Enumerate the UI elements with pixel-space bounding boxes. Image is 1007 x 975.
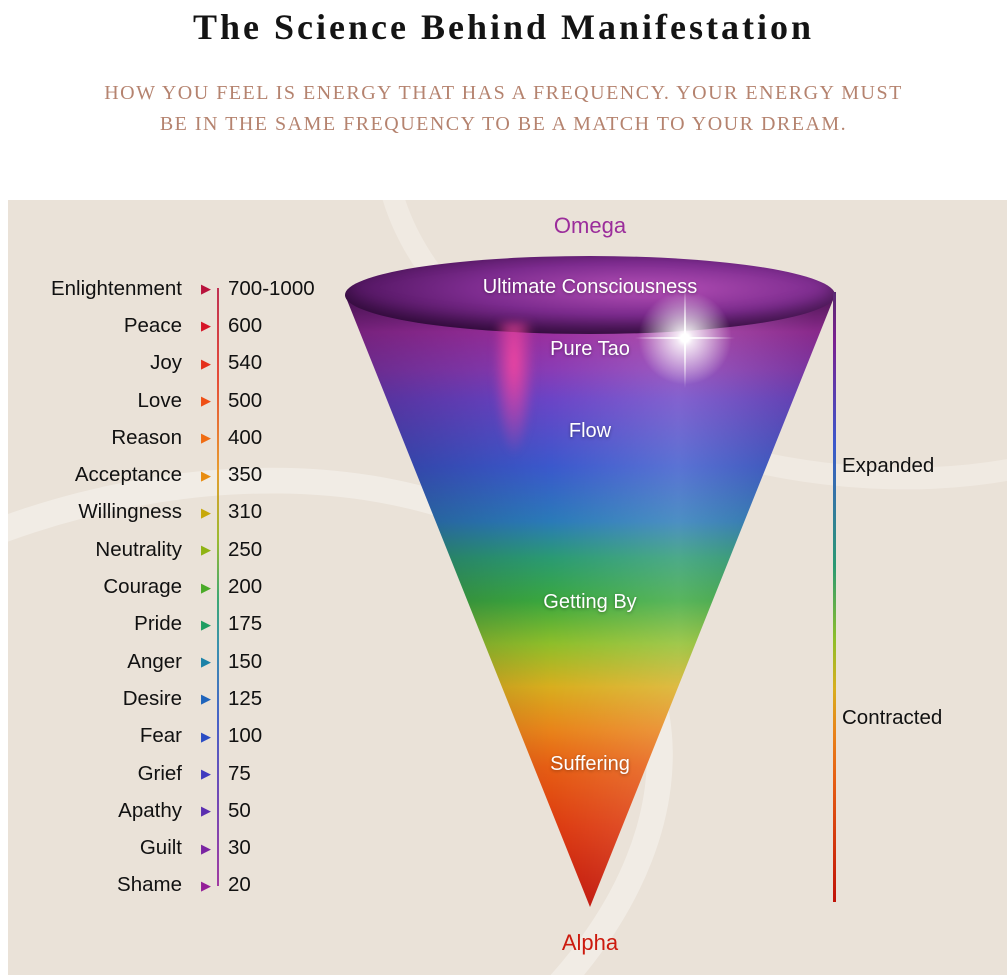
scale-value: 350 xyxy=(228,463,263,487)
scale-label: Joy xyxy=(150,351,182,375)
scale-label: Willingness xyxy=(78,500,182,524)
scale-value: 20 xyxy=(228,873,251,897)
subtitle-line-1: HOW YOU FEEL IS ENERGY THAT HAS A FREQUE… xyxy=(104,82,903,104)
arrow-right-icon: ▶ xyxy=(201,877,211,893)
arrow-right-icon: ▶ xyxy=(201,803,211,819)
scale-value: 75 xyxy=(228,761,251,785)
arrow-right-icon: ▶ xyxy=(201,616,211,632)
scale-label: Neutrality xyxy=(95,537,182,561)
scale-row: Reason ▶ 400 xyxy=(20,419,350,456)
scale-value: 50 xyxy=(228,798,251,822)
omega-label: Omega xyxy=(553,213,627,238)
scale-value: 600 xyxy=(228,313,263,337)
scale-label: Love xyxy=(137,388,182,412)
page-title: The Science Behind Manifestation xyxy=(192,7,814,47)
scale-label: Guilt xyxy=(139,836,182,860)
scale-label: Shame xyxy=(117,873,182,897)
scale-label: Acceptance xyxy=(74,463,182,487)
funnel-label-getting-by: Getting By xyxy=(543,591,637,613)
scale-value: 125 xyxy=(228,686,263,710)
scale-row: Fear ▶ 100 xyxy=(20,718,350,755)
scale-row: Guilt ▶ 30 xyxy=(20,829,350,866)
expansion-spectrum-line xyxy=(833,292,836,902)
scale-label: Desire xyxy=(122,686,182,710)
scale-row: Acceptance ▶ 350 xyxy=(20,456,350,493)
alpha-label: Alpha xyxy=(561,930,619,955)
scale-row: Peace ▶ 600 xyxy=(20,307,350,344)
sparkle-icon xyxy=(625,278,745,398)
arrow-right-icon: ▶ xyxy=(201,430,211,446)
funnel-opening xyxy=(345,256,835,334)
scale-value: 400 xyxy=(228,425,263,449)
scale-row: Neutrality ▶ 250 xyxy=(20,531,350,568)
expanded-label: Expanded xyxy=(842,454,935,477)
scale-row: Enlightenment ▶ 700-1000 xyxy=(20,270,350,307)
scale-value: 310 xyxy=(228,500,263,524)
scale-value: 175 xyxy=(228,612,263,636)
scale-row: Courage ▶ 200 xyxy=(20,568,350,605)
arrow-right-icon: ▶ xyxy=(201,318,211,334)
scale-value: 100 xyxy=(228,724,263,748)
arrow-right-icon: ▶ xyxy=(201,467,211,483)
scale-label: Reason xyxy=(111,425,182,449)
scale-spectrum-line xyxy=(217,288,219,886)
subtitle-line-2: BE IN THE SAME FREQUENCY TO BE A MATCH T… xyxy=(159,113,848,135)
arrow-right-icon: ▶ xyxy=(201,728,211,744)
funnel-label-ultimate-consciousness: Ultimate Consciousness xyxy=(482,276,698,298)
scale-value: 540 xyxy=(228,351,263,375)
scale-label: Peace xyxy=(123,313,182,337)
subtitle: HOW YOU FEEL IS ENERGY THAT HAS A FREQUE… xyxy=(64,78,944,140)
scale-row: Grief ▶ 75 xyxy=(20,755,350,792)
funnel-cone-diagram: Ultimate Consciousness Pure Tao Flow Get… xyxy=(345,256,835,916)
scale-row: Desire ▶ 125 xyxy=(20,680,350,717)
scale-row: Pride ▶ 175 xyxy=(20,606,350,643)
arrow-right-icon: ▶ xyxy=(201,766,211,781)
scale-row: Apathy ▶ 50 xyxy=(20,792,350,829)
scale-list: Enlightenment ▶ 700-1000 Peace ▶ 600 Joy… xyxy=(20,270,350,904)
scale-row: Willingness ▶ 310 xyxy=(20,494,350,531)
scale-value: 250 xyxy=(228,537,263,561)
arrow-right-icon: ▶ xyxy=(201,393,211,409)
diagram-panel: Enlightenment ▶ 700-1000 Peace ▶ 600 Joy… xyxy=(8,200,1007,975)
scale-value: 500 xyxy=(228,388,263,412)
arrow-right-icon: ▶ xyxy=(201,504,211,520)
scale-label: Enlightenment xyxy=(50,276,182,300)
scale-label: Pride xyxy=(134,612,182,636)
arrow-right-icon: ▶ xyxy=(201,840,211,856)
arrow-right-icon: ▶ xyxy=(201,579,211,595)
funnel-label-pure-tao: Pure Tao xyxy=(550,338,630,360)
funnel-label-suffering: Suffering xyxy=(550,753,630,775)
pink-light-streak xyxy=(493,322,535,457)
arrow-right-icon: ▶ xyxy=(201,691,211,707)
contracted-label: Contracted xyxy=(842,706,943,729)
scale-label: Grief xyxy=(137,761,182,785)
arrow-right-icon: ▶ xyxy=(201,654,211,670)
scale-label: Courage xyxy=(103,575,182,599)
arrow-right-icon: ▶ xyxy=(201,355,211,371)
scale-label: Apathy xyxy=(118,798,182,822)
funnel-label-flow: Flow xyxy=(568,420,612,442)
arrow-right-icon: ▶ xyxy=(201,542,211,558)
scale-value: 150 xyxy=(228,649,263,673)
scale-value: 700-1000 xyxy=(228,276,315,300)
scale-row: Joy ▶ 540 xyxy=(20,345,350,382)
scale-row: Anger ▶ 150 xyxy=(20,643,350,680)
scale-row: Shame ▶ 20 xyxy=(20,867,350,904)
scale-row: Love ▶ 500 xyxy=(20,382,350,419)
scale-value: 200 xyxy=(228,575,263,599)
arrow-right-icon: ▶ xyxy=(201,281,211,297)
scale-label: Anger xyxy=(127,649,182,673)
scale-value: 30 xyxy=(228,836,251,860)
scale-label: Fear xyxy=(139,724,182,748)
